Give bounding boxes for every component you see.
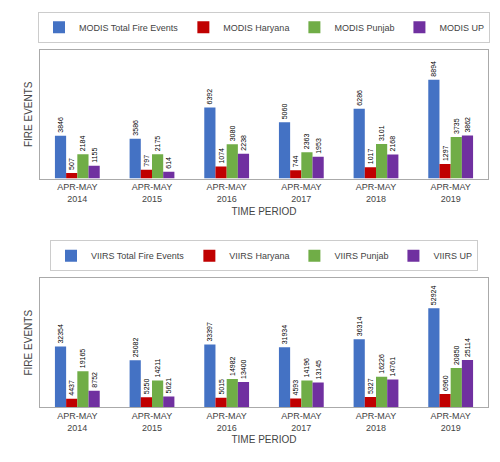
svg-text:3862: 3862 — [464, 117, 471, 133]
svg-text:FIRE EVENTS: FIRE EVENTS — [23, 81, 34, 147]
svg-text:14761: 14761 — [389, 357, 396, 377]
svg-text:797: 797 — [143, 155, 150, 167]
svg-text:16226: 16226 — [378, 354, 385, 374]
svg-text:2238: 2238 — [240, 135, 247, 151]
svg-text:VIIRS Punjab: VIIRS Punjab — [334, 251, 388, 261]
svg-text:APR-MAY2015: APR-MAY2015 — [132, 182, 172, 204]
svg-text:2184: 2184 — [79, 136, 86, 152]
svg-text:6960: 6960 — [442, 375, 449, 391]
svg-text:MODIS Punjab: MODIS Punjab — [334, 23, 394, 33]
svg-text:3101: 3101 — [378, 125, 385, 141]
svg-text:507: 507 — [68, 158, 75, 170]
svg-text:4437: 4437 — [68, 380, 75, 396]
svg-text:20850: 20850 — [453, 345, 460, 365]
svg-text:APR-MAY2017: APR-MAY2017 — [281, 182, 321, 204]
svg-text:APR-MAY2019: APR-MAY2019 — [430, 182, 470, 204]
svg-text:25082: 25082 — [132, 338, 139, 358]
svg-text:FIRE EVENTS: FIRE EVENTS — [23, 310, 34, 376]
svg-text:5015: 5015 — [218, 379, 225, 395]
svg-text:APR-MAY2018: APR-MAY2018 — [356, 182, 396, 204]
svg-text:25114: 25114 — [464, 338, 471, 357]
svg-text:5060: 5060 — [281, 104, 288, 120]
svg-text:APR-MAY2016: APR-MAY2016 — [206, 182, 246, 204]
svg-text:APR-MAY2014: APR-MAY2014 — [57, 411, 97, 433]
svg-text:VIIRS Total Fire Events: VIIRS Total Fire Events — [91, 251, 184, 261]
svg-text:1017: 1017 — [367, 149, 374, 165]
svg-text:3586: 3586 — [132, 120, 139, 136]
svg-text:APR-MAY2019: APR-MAY2019 — [430, 411, 470, 433]
svg-text:APR-MAY2017: APR-MAY2017 — [281, 411, 321, 433]
svg-text:MODIS UP: MODIS UP — [439, 23, 484, 33]
svg-text:5250: 5250 — [143, 379, 150, 395]
svg-text:14211: 14211 — [154, 358, 161, 377]
svg-text:VIIRS Haryana: VIIRS Haryana — [229, 251, 289, 261]
svg-text:2175: 2175 — [154, 136, 161, 152]
svg-text:2168: 2168 — [389, 136, 396, 152]
svg-text:13400: 13400 — [240, 359, 247, 379]
svg-text:744: 744 — [292, 155, 299, 167]
svg-text:APR-MAY2015: APR-MAY2015 — [132, 411, 172, 433]
svg-text:APR-MAY2014: APR-MAY2014 — [57, 182, 97, 204]
svg-text:19165: 19165 — [79, 349, 86, 369]
svg-text:TIME PERIOD: TIME PERIOD — [231, 206, 296, 217]
svg-text:APR-MAY2016: APR-MAY2016 — [206, 411, 246, 433]
svg-text:14982: 14982 — [229, 356, 236, 376]
svg-text:6286: 6286 — [356, 90, 363, 106]
svg-text:3846: 3846 — [57, 117, 64, 133]
svg-text:MODIS Haryana: MODIS Haryana — [223, 23, 289, 33]
svg-text:APR-MAY2018: APR-MAY2018 — [356, 411, 396, 433]
svg-text:3080: 3080 — [229, 126, 236, 142]
svg-text:5327: 5327 — [367, 378, 374, 394]
svg-text:2363: 2363 — [303, 134, 310, 150]
svg-text:614: 614 — [165, 157, 172, 169]
svg-text:32354: 32354 — [57, 324, 64, 344]
svg-text:VIIRS UP: VIIRS UP — [433, 251, 472, 261]
svg-text:TIME PERIOD: TIME PERIOD — [231, 434, 296, 445]
svg-text:36314: 36314 — [356, 317, 363, 337]
svg-text:31934: 31934 — [281, 325, 288, 345]
svg-text:1155: 1155 — [91, 148, 98, 163]
svg-text:8894: 8894 — [430, 61, 437, 77]
svg-text:5621: 5621 — [165, 378, 172, 394]
svg-text:14196: 14196 — [303, 358, 310, 378]
svg-text:3735: 3735 — [453, 118, 460, 134]
svg-text:13145: 13145 — [315, 360, 322, 380]
svg-text:6392: 6392 — [206, 89, 213, 105]
svg-text:1297: 1297 — [442, 145, 449, 161]
svg-text:8752: 8752 — [91, 372, 98, 388]
svg-text:1953: 1953 — [315, 138, 322, 154]
svg-text:1074: 1074 — [218, 148, 225, 164]
svg-text:52924: 52924 — [430, 286, 437, 306]
svg-text:MODIS Total Fire Events: MODIS Total Fire Events — [79, 23, 178, 33]
svg-text:4593: 4593 — [292, 380, 299, 396]
svg-text:33397: 33397 — [206, 322, 213, 342]
